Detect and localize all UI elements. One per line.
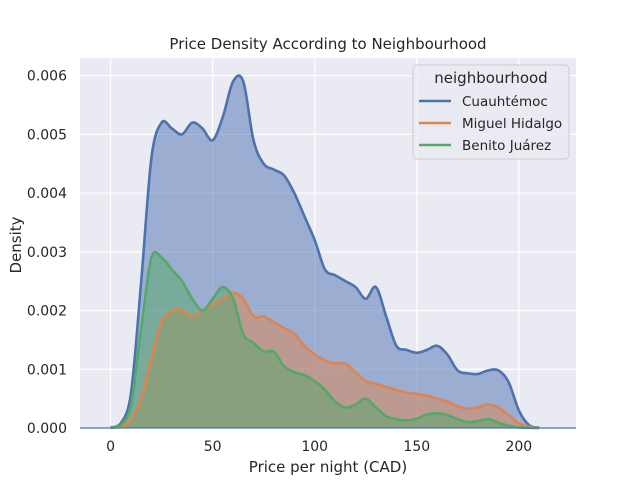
y-tick-label: 0.006 (27, 69, 67, 85)
density-line-0 (110, 74, 540, 429)
y-tick-label: 0.004 (27, 186, 67, 202)
legend-box (412, 64, 570, 160)
legend-label: Miguel Hidalgo (462, 116, 562, 132)
x-tick-label: 50 (204, 439, 222, 455)
legend: neighbourhood Cuauhtémoc Miguel Hidalgo Be… (412, 64, 570, 160)
y-tick-label: 0.003 (27, 245, 67, 261)
density-line-2 (110, 250, 540, 430)
x-tick-label: 200 (505, 439, 532, 455)
x-tick-label: 150 (403, 439, 430, 455)
density-area-2 (110, 251, 540, 428)
legend-label: Cuauhtémoc (462, 94, 548, 110)
y-tick-label: 0.005 (27, 127, 67, 143)
y-tick-label: 0.000 (27, 421, 67, 437)
legend-title: neighbourhood (434, 69, 547, 87)
legend-label: Benito Juárez (462, 138, 551, 154)
density-lines (110, 74, 540, 430)
y-tick-label: 0.002 (27, 304, 67, 320)
x-tick-label: 0 (106, 439, 115, 455)
density-line-1 (110, 291, 540, 430)
y-tick-labels: 0.000 0.001 0.002 0.003 0.004 0.005 0.006 (27, 69, 67, 437)
legend-entries: Cuauhtémoc Miguel Hidalgo Benito Juárez (419, 94, 562, 154)
x-tick-label: 100 (301, 439, 328, 455)
chart-title: Price Density According to Neighbourhood (169, 35, 486, 53)
x-axis-label: Price per night (CAD) (249, 458, 407, 476)
y-tick-label: 0.001 (27, 362, 67, 378)
x-tick-labels: 0 50 100 150 200 (106, 439, 532, 455)
y-axis-label: Density (7, 216, 25, 273)
